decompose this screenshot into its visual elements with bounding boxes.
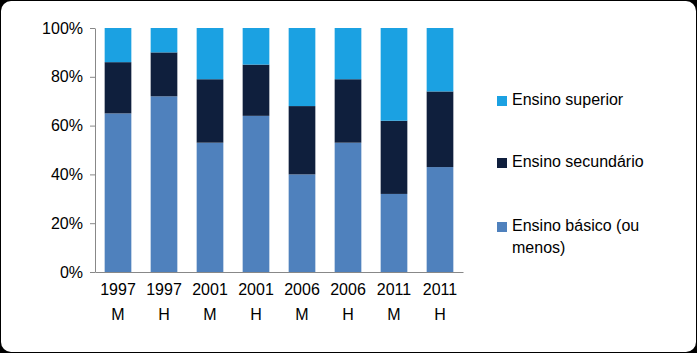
bar [151, 96, 178, 272]
legend-label-line: Ensino básico (ou [512, 217, 639, 234]
bar [197, 143, 224, 272]
tick: 2001 H [238, 272, 274, 323]
tick-mark [90, 126, 95, 127]
series [105, 96, 454, 272]
tick: 2001 M [192, 272, 228, 323]
tick-label: 60% [51, 117, 83, 134]
legend-label-line: Ensino superior [512, 91, 624, 108]
bar [289, 28, 316, 106]
plot [105, 28, 454, 272]
bar [105, 28, 132, 62]
bar [105, 113, 132, 272]
legend-label: Ensino básico (ou menos) [512, 217, 639, 256]
bar [289, 174, 316, 272]
tick: 2006 H [330, 272, 366, 323]
y-axis: 0% 20% 40% 60% 80% 100% [42, 20, 95, 281]
tick-label-line: 2001 [238, 281, 274, 298]
legend-swatch [497, 96, 507, 106]
tick-label: 0% [60, 264, 83, 281]
tick: 1997 H [146, 272, 182, 323]
tick: 40% [51, 166, 95, 183]
tick-mark [90, 77, 95, 78]
bar [243, 65, 270, 116]
tick-label-line: H [342, 306, 354, 323]
tick: 2011 H [423, 272, 458, 323]
tick-label-line: 2011 [423, 281, 458, 298]
bar [427, 91, 454, 167]
bar [427, 167, 454, 272]
bar [381, 121, 408, 194]
tick-mark [90, 223, 95, 224]
chart-area [1, 1, 696, 352]
legend-label-line: menos) [512, 239, 565, 256]
tick: 60% [51, 117, 95, 134]
tick-label: 20% [51, 215, 83, 232]
legend-label: Ensino superior [512, 91, 624, 108]
bar [243, 28, 270, 65]
tick-label-line: 2001 [192, 281, 228, 298]
bar [151, 28, 178, 52]
background [0, 0, 697, 353]
tick-label: 2011 H [423, 281, 458, 323]
tick-label: 1997 H [146, 281, 182, 323]
tick-label-line: M [111, 306, 124, 323]
bar [335, 79, 362, 142]
legend-label-line: Ensino secundário [512, 153, 644, 170]
bar [335, 28, 362, 79]
series [105, 28, 454, 121]
tick-label-line: H [434, 306, 446, 323]
chart: 0%20%40%60%80%100%1997M1997H2001M2001H20… [0, 0, 697, 353]
tick-mark [90, 272, 95, 273]
tick-label: 2011 M [377, 281, 412, 323]
bar [197, 79, 224, 142]
tick: 2006 M [284, 272, 320, 323]
bar [335, 143, 362, 272]
tick-label-line: 2006 [330, 281, 366, 298]
bar [381, 194, 408, 272]
tick-label-line: H [250, 306, 262, 323]
tick-label-line: M [295, 306, 308, 323]
legend: Ensino superior Ensino secundário Ensino b… [497, 91, 644, 256]
tick-label-line: 1997 [146, 281, 182, 298]
tick-label-line: M [203, 306, 216, 323]
tick: 0% [60, 264, 95, 281]
tick: 1997 M [100, 272, 136, 323]
tick: 20% [51, 215, 95, 232]
bar [151, 52, 178, 96]
tick: 80% [51, 68, 95, 85]
tick-label-line: 2006 [284, 281, 320, 298]
x-axis: 1997 M 1997 H 2001 M 2001 H 2006 M 2006 H 2011 M 2011 H [96, 272, 464, 323]
x-axis-line [96, 272, 464, 273]
tick: 2011 M [377, 272, 412, 323]
tick-label: 2006 M [284, 281, 320, 323]
bar [289, 106, 316, 174]
bar [197, 28, 224, 79]
tick-mark [90, 28, 95, 29]
bar [243, 116, 270, 272]
tick-label: 100% [42, 20, 83, 37]
bar [105, 62, 132, 113]
legend-swatch [497, 222, 507, 232]
tick-label-line: M [387, 306, 400, 323]
tick: 100% [42, 20, 95, 37]
tick-mark [90, 174, 95, 175]
tick-label: 1997 M [100, 281, 136, 323]
tick-label-line: 2011 [377, 281, 412, 298]
tick-label-line: H [158, 306, 170, 323]
tick-label: 40% [51, 166, 83, 183]
tick-label: 2001 M [192, 281, 228, 323]
bar [381, 28, 408, 121]
legend-swatch [497, 158, 507, 168]
tick-label: 2001 H [238, 281, 274, 323]
bar [427, 28, 454, 91]
y-axis-line [95, 29, 96, 273]
tick-label: 80% [51, 68, 83, 85]
legend-label: Ensino secundário [512, 153, 644, 170]
tick-label-line: 1997 [100, 281, 136, 298]
tick-label: 2006 H [330, 281, 366, 323]
